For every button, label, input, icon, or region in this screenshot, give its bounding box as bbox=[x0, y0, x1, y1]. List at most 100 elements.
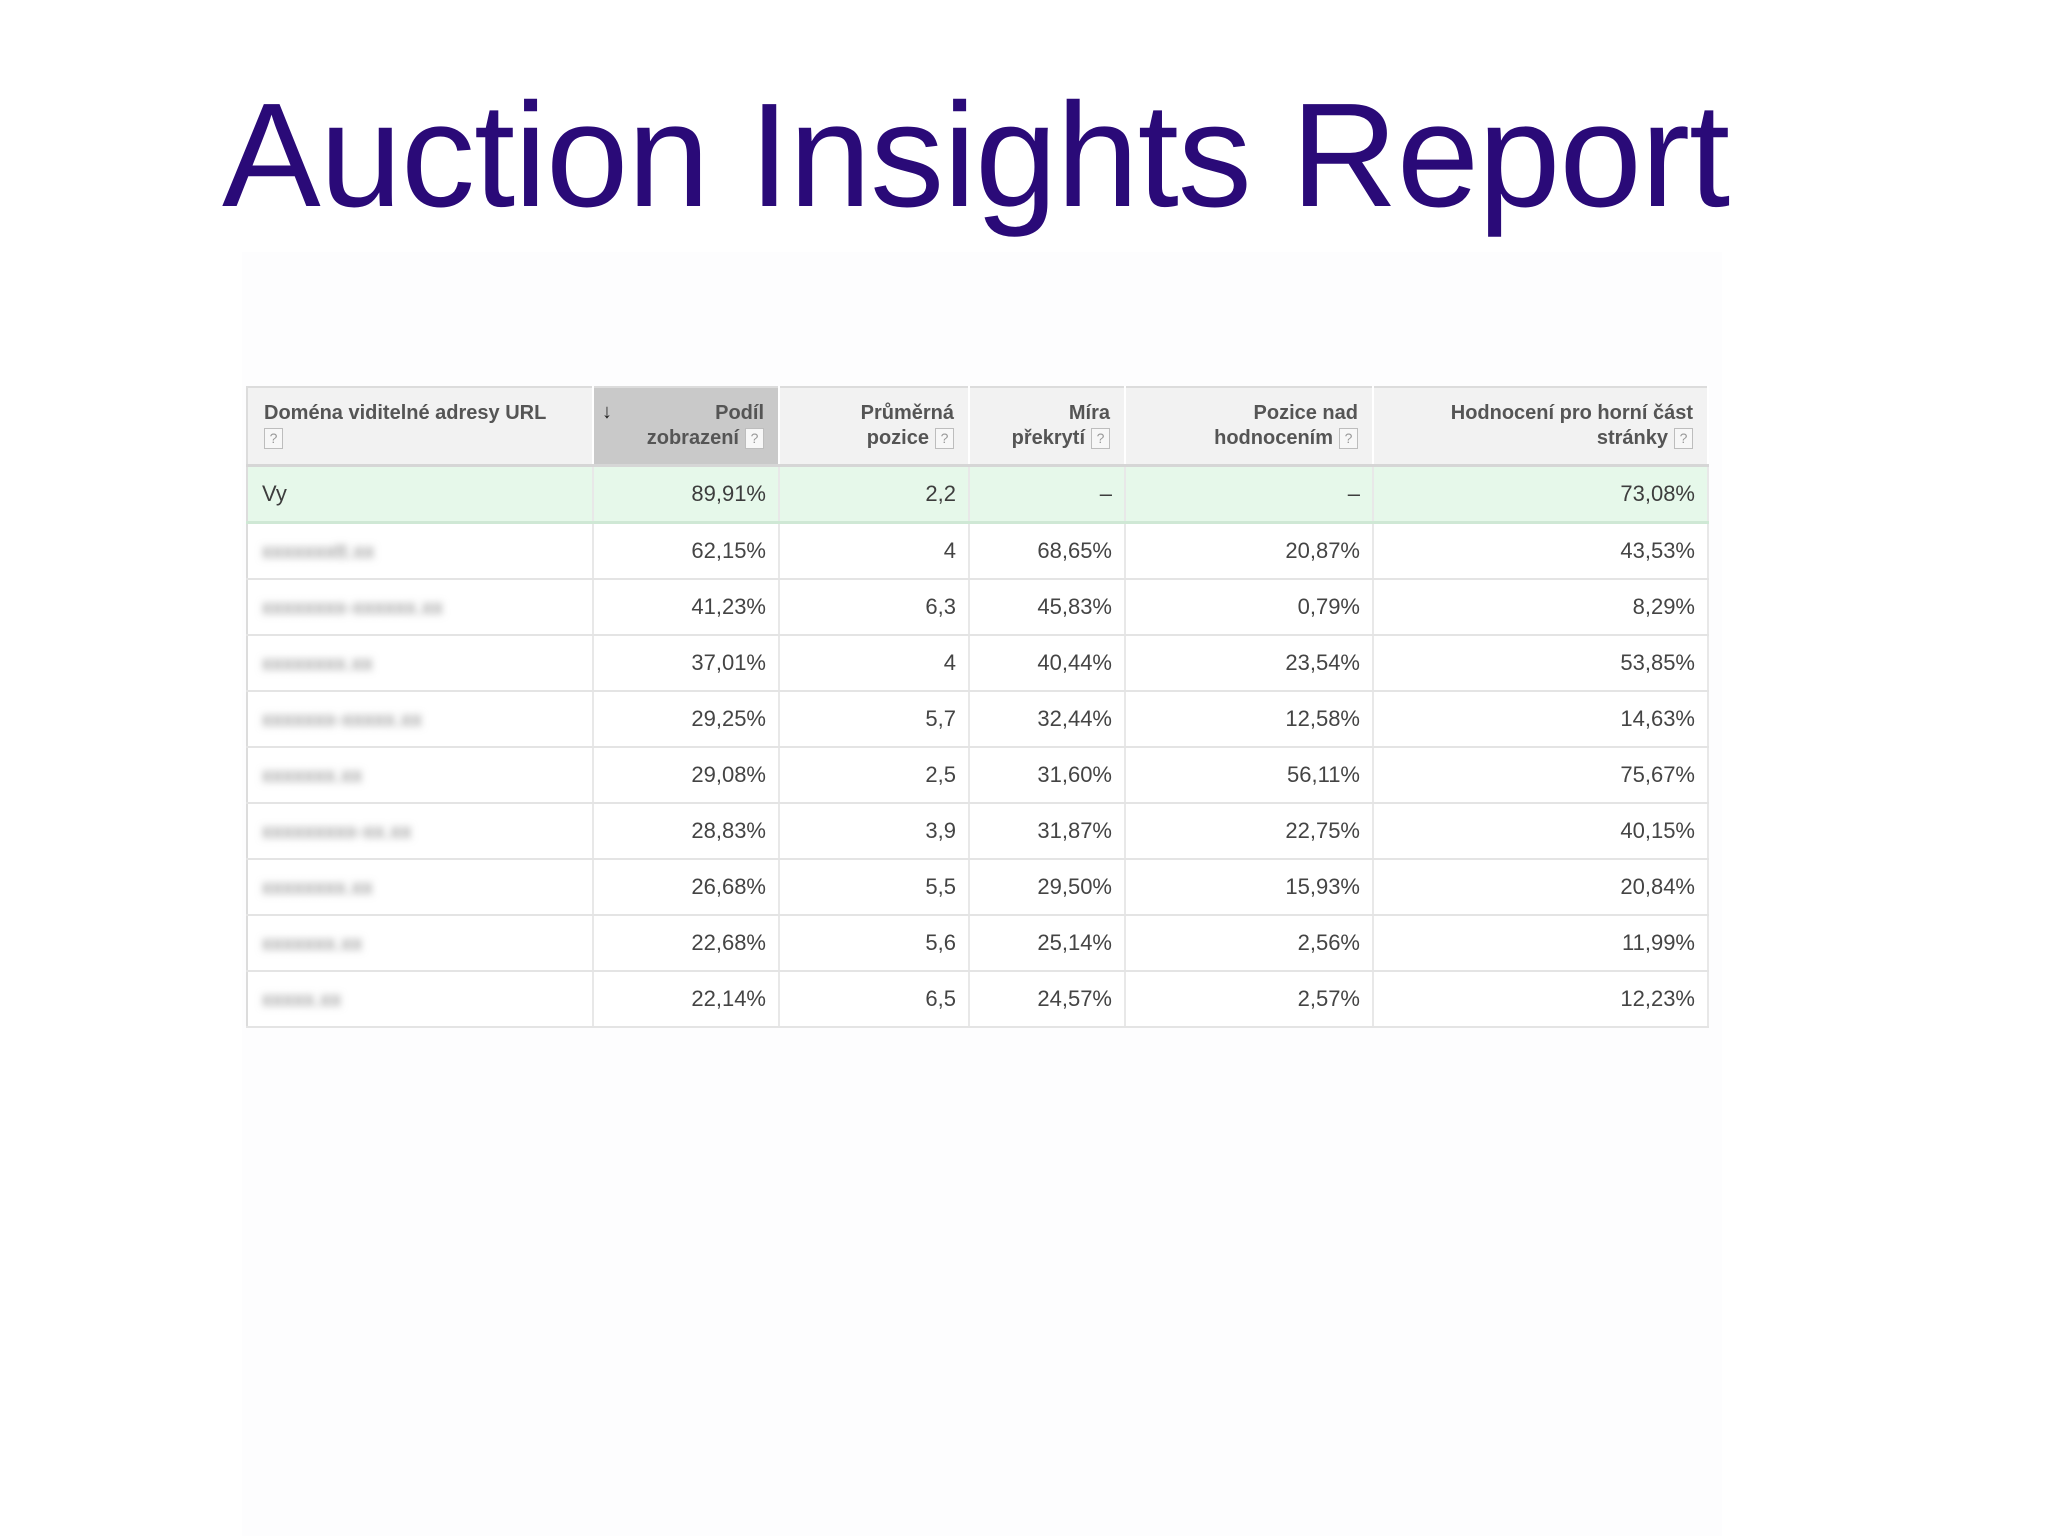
sort-arrow-down-icon: ↓ bbox=[602, 401, 612, 423]
avg-position-cell: 6,5 bbox=[779, 971, 970, 1028]
avg-position-cell: 4 bbox=[779, 635, 970, 692]
blurred-domain: xxxxxxx.xx bbox=[262, 765, 363, 787]
column-header-label: pozice bbox=[866, 427, 929, 449]
column-header-label: hodnocením bbox=[1214, 427, 1333, 449]
table-row: xxxxx.xx 22,14% 6,5 24,57% 2,57% 12,23% bbox=[247, 971, 1709, 1028]
avg-position-cell: 5,5 bbox=[779, 859, 970, 916]
domain-cell: xxxxx.xx bbox=[247, 971, 594, 1028]
overlap-rate-cell: 31,60% bbox=[969, 747, 1126, 804]
auction-insights-table: Doména viditelné adresy URL ? ↓ Podíl zo… bbox=[246, 386, 1709, 1028]
top-of-page-rate-cell: 40,15% bbox=[1373, 803, 1709, 860]
top-of-page-rate-cell: 43,53% bbox=[1373, 522, 1709, 580]
position-above-rate-cell: 22,75% bbox=[1125, 803, 1374, 860]
page-title: Auction Insights Report bbox=[222, 73, 1730, 238]
column-header-label: Podíl bbox=[715, 402, 764, 424]
top-of-page-rate-cell: 20,84% bbox=[1373, 859, 1709, 916]
position-above-rate-cell: 2,56% bbox=[1125, 915, 1374, 972]
blurred-domain: xxxxxxxx.xx bbox=[262, 653, 374, 675]
position-above-rate-cell: 0,79% bbox=[1125, 579, 1374, 636]
impression-share-cell: 28,83% bbox=[593, 803, 780, 860]
impression-share-cell: 89,91% bbox=[593, 465, 780, 524]
position-above-rate-cell: 56,11% bbox=[1125, 747, 1374, 804]
table-row: xxxxxxxx.xx 26,68% 5,5 29,50% 15,93% 20,… bbox=[247, 859, 1709, 916]
top-of-page-rate-cell: 73,08% bbox=[1373, 465, 1709, 524]
blurred-domain: xxxxxxxx.xx bbox=[262, 877, 374, 899]
domain-cell: Vy bbox=[247, 465, 594, 524]
help-icon[interactable]: ? bbox=[935, 428, 954, 450]
blurred-domain: xxxxx.xx bbox=[262, 989, 342, 1011]
blurred-domain: xxxxxxxtt.xx bbox=[262, 541, 375, 563]
domain-cell: xxxxxxxx-xxxxxx.xx bbox=[247, 579, 594, 636]
impression-share-cell: 29,08% bbox=[593, 747, 780, 804]
position-above-rate-cell: 20,87% bbox=[1125, 522, 1374, 580]
column-header-domain[interactable]: Doména viditelné adresy URL ? bbox=[247, 387, 594, 467]
help-icon[interactable]: ? bbox=[1339, 428, 1358, 450]
overlap-rate-cell: 25,14% bbox=[969, 915, 1126, 972]
domain-cell: xxxxxxx.xx bbox=[247, 747, 594, 804]
table-row: xxxxxxx.xx 29,08% 2,5 31,60% 56,11% 75,6… bbox=[247, 747, 1709, 804]
top-of-page-rate-cell: 53,85% bbox=[1373, 635, 1709, 692]
help-icon[interactable]: ? bbox=[1674, 428, 1693, 450]
column-header-overlap-rate[interactable]: Míra překrytí? bbox=[969, 387, 1126, 467]
position-above-rate-cell: – bbox=[1125, 465, 1374, 524]
impression-share-cell: 29,25% bbox=[593, 691, 780, 748]
avg-position-cell: 6,3 bbox=[779, 579, 970, 636]
domain-cell: xxxxxxxx.xx bbox=[247, 635, 594, 692]
column-header-label: Hodnocení pro horní část bbox=[1450, 402, 1693, 424]
table-row-you: Vy 89,91% 2,2 – – 73,08% bbox=[247, 465, 1709, 524]
table-row: xxxxxxxtt.xx 62,15% 4 68,65% 20,87% 43,5… bbox=[247, 522, 1709, 580]
overlap-rate-cell: 29,50% bbox=[969, 859, 1126, 916]
column-header-impression-share[interactable]: ↓ Podíl zobrazení? bbox=[593, 387, 780, 467]
blurred-domain: xxxxxxx.xx bbox=[262, 933, 363, 955]
domain-cell: xxxxxxxtt.xx bbox=[247, 522, 594, 580]
blurred-domain: xxxxxxxxx-xx.xx bbox=[262, 821, 412, 843]
overlap-rate-cell: – bbox=[969, 465, 1126, 524]
table-row: xxxxxxx-xxxxx.xx 29,25% 5,7 32,44% 12,58… bbox=[247, 691, 1709, 748]
column-header-label: překrytí bbox=[1011, 427, 1085, 449]
help-icon[interactable]: ? bbox=[1091, 428, 1110, 450]
position-above-rate-cell: 15,93% bbox=[1125, 859, 1374, 916]
column-header-top-of-page-rate[interactable]: Hodnocení pro horní část stránky? bbox=[1373, 387, 1709, 467]
position-above-rate-cell: 23,54% bbox=[1125, 635, 1374, 692]
table-row: xxxxxxxxx-xx.xx 28,83% 3,9 31,87% 22,75%… bbox=[247, 803, 1709, 860]
overlap-rate-cell: 31,87% bbox=[969, 803, 1126, 860]
impression-share-cell: 37,01% bbox=[593, 635, 780, 692]
column-header-label: Doména viditelné adresy URL bbox=[264, 402, 547, 424]
column-header-avg-position[interactable]: Průměrná pozice? bbox=[779, 387, 970, 467]
avg-position-cell: 2,5 bbox=[779, 747, 970, 804]
impression-share-cell: 62,15% bbox=[593, 522, 780, 580]
impression-share-cell: 22,68% bbox=[593, 915, 780, 972]
impression-share-cell: 22,14% bbox=[593, 971, 780, 1028]
overlap-rate-cell: 32,44% bbox=[969, 691, 1126, 748]
domain-cell: xxxxxxxx.xx bbox=[247, 859, 594, 916]
impression-share-cell: 26,68% bbox=[593, 859, 780, 916]
avg-position-cell: 5,7 bbox=[779, 691, 970, 748]
overlap-rate-cell: 24,57% bbox=[969, 971, 1126, 1028]
column-header-label: zobrazení bbox=[646, 427, 739, 449]
avg-position-cell: 2,2 bbox=[779, 465, 970, 524]
top-of-page-rate-cell: 75,67% bbox=[1373, 747, 1709, 804]
avg-position-cell: 3,9 bbox=[779, 803, 970, 860]
column-header-label: Míra bbox=[1068, 402, 1110, 424]
domain-cell: xxxxxxxxx-xx.xx bbox=[247, 803, 594, 860]
top-of-page-rate-cell: 8,29% bbox=[1373, 579, 1709, 636]
help-icon[interactable]: ? bbox=[264, 428, 283, 450]
top-of-page-rate-cell: 12,23% bbox=[1373, 971, 1709, 1028]
table-row: xxxxxxx.xx 22,68% 5,6 25,14% 2,56% 11,99… bbox=[247, 915, 1709, 972]
avg-position-cell: 5,6 bbox=[779, 915, 970, 972]
top-of-page-rate-cell: 11,99% bbox=[1373, 915, 1709, 972]
position-above-rate-cell: 2,57% bbox=[1125, 971, 1374, 1028]
table-row: xxxxxxxx.xx 37,01% 4 40,44% 23,54% 53,85… bbox=[247, 635, 1709, 692]
table-header-row: Doména viditelné adresy URL ? ↓ Podíl zo… bbox=[247, 387, 1709, 467]
domain-cell: xxxxxxx.xx bbox=[247, 915, 594, 972]
impression-share-cell: 41,23% bbox=[593, 579, 780, 636]
top-of-page-rate-cell: 14,63% bbox=[1373, 691, 1709, 748]
avg-position-cell: 4 bbox=[779, 522, 970, 580]
blurred-domain: xxxxxxx-xxxxx.xx bbox=[262, 709, 423, 731]
domain-cell: xxxxxxx-xxxxx.xx bbox=[247, 691, 594, 748]
help-icon[interactable]: ? bbox=[745, 428, 764, 450]
column-header-position-above-rate[interactable]: Pozice nad hodnocením? bbox=[1125, 387, 1374, 467]
blurred-domain: xxxxxxxx-xxxxxx.xx bbox=[262, 597, 444, 619]
column-header-label: Průměrná bbox=[860, 402, 954, 424]
